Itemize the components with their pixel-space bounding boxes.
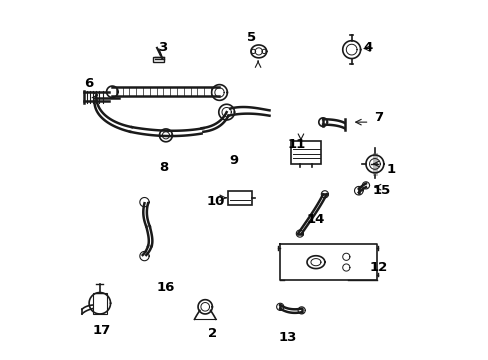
Text: 6: 6	[84, 77, 94, 90]
Text: 15: 15	[372, 184, 390, 197]
Bar	[290, 141, 321, 164]
Text: 12: 12	[368, 261, 387, 274]
Text: 8: 8	[159, 161, 168, 174]
Text: 7: 7	[373, 111, 382, 124]
Text: 1: 1	[386, 163, 395, 176]
Text: 2: 2	[207, 327, 217, 340]
Bar	[153, 57, 164, 62]
Text: 16: 16	[156, 281, 175, 294]
Text: 17: 17	[92, 324, 110, 337]
Text: 3: 3	[158, 41, 166, 54]
Text: 4: 4	[363, 41, 371, 54]
Text: 10: 10	[206, 195, 224, 208]
Text: 5: 5	[246, 31, 256, 44]
Bar	[228, 191, 251, 205]
Text: 11: 11	[286, 138, 305, 151]
Text: 14: 14	[306, 213, 325, 226]
Text: 9: 9	[229, 154, 238, 167]
Bar	[93, 293, 107, 314]
Text: 13: 13	[278, 331, 296, 344]
